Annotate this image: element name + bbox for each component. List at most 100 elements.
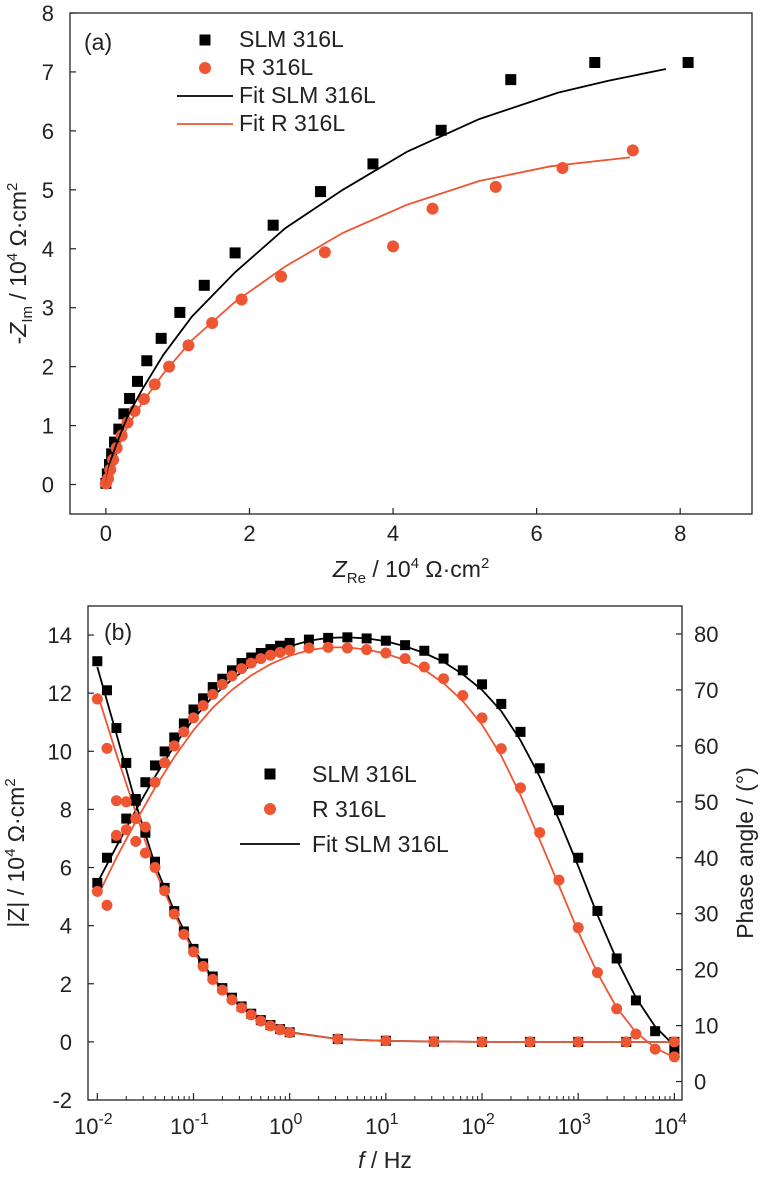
data-point: [650, 1026, 661, 1037]
data-point: [572, 1036, 584, 1048]
panel-label: (a): [84, 29, 112, 55]
data-point: [341, 642, 353, 654]
data-point: [274, 1024, 286, 1036]
data-point: [457, 690, 469, 702]
data-point: [515, 726, 526, 737]
data-point: [524, 1036, 536, 1048]
data-point: [101, 742, 113, 754]
legend-label: SLM 316L: [312, 761, 417, 787]
data-point: [159, 885, 171, 897]
data-point: [572, 922, 584, 934]
data-point: [141, 355, 153, 367]
data-point: [668, 1036, 680, 1048]
data-point: [591, 966, 603, 978]
data-point: [323, 632, 334, 643]
data-point: [649, 1043, 661, 1055]
series-slm-316l-phase: [92, 632, 680, 1056]
data-point: [589, 57, 601, 69]
data-point: [496, 698, 507, 709]
fit-line: [105, 68, 667, 485]
legend: SLM 316L R 316L Fit SLM 316L: [240, 761, 449, 857]
data-point: [515, 782, 527, 794]
data-point: [139, 821, 151, 833]
x-tick-label: 102: [461, 1111, 494, 1139]
legend-label: R 316L: [239, 54, 313, 80]
data-point: [235, 293, 248, 306]
data-point: [178, 726, 190, 738]
data-point: [187, 712, 199, 724]
legend-label: SLM 316L: [239, 26, 344, 52]
y-left-tick-label: -2: [52, 1088, 72, 1113]
data-point: [284, 637, 295, 648]
data-point: [178, 718, 189, 729]
x-tick-label: 0: [100, 521, 112, 546]
data-point: [419, 645, 430, 656]
data-point: [226, 670, 238, 682]
data-point: [91, 693, 103, 705]
data-point: [226, 665, 237, 676]
data-point: [275, 270, 288, 283]
data-point: [274, 646, 286, 658]
data-point: [130, 835, 142, 847]
data-point: [265, 644, 276, 655]
legend-marker: [199, 62, 211, 74]
data-point: [267, 219, 279, 231]
data-point: [284, 644, 296, 656]
data-point: [187, 946, 199, 958]
series-r-316l-modulus: [91, 693, 680, 1048]
x-tick-label: 101: [365, 1111, 398, 1139]
data-point: [236, 658, 247, 669]
x-tick-label: 10-2: [74, 1111, 113, 1139]
x-tick-label: 6: [531, 521, 543, 546]
data-point: [457, 665, 468, 676]
data-point: [534, 763, 545, 774]
data-point: [428, 1036, 440, 1048]
legend-marker: [264, 803, 276, 815]
data-point: [399, 653, 411, 665]
data-point: [150, 760, 161, 771]
data-point: [159, 757, 171, 769]
fit-line: [105, 156, 631, 485]
x-tick-label: 2: [243, 521, 255, 546]
data-point: [118, 408, 130, 420]
data-point: [315, 186, 327, 198]
plot-frame: [69, 12, 753, 515]
data-point: [682, 57, 694, 69]
data-point: [489, 180, 502, 193]
data-point: [198, 279, 210, 291]
data-point: [216, 984, 228, 996]
data-point: [207, 682, 218, 693]
data-point: [178, 928, 190, 940]
data-point: [217, 673, 228, 684]
y-tick-label: 1: [42, 414, 54, 439]
data-point: [101, 852, 112, 863]
data-point: [130, 794, 141, 805]
data-point: [592, 905, 603, 916]
data-point: [361, 633, 372, 644]
series-fit-slm-316l: [105, 68, 667, 485]
x-tick-label: 4: [387, 521, 399, 546]
data-point: [387, 240, 400, 253]
y-left-axis-title: |Z| / 104 Ω·cm2: [2, 778, 29, 927]
y-right-tick-label: 80: [694, 622, 718, 647]
data-point: [332, 1033, 344, 1045]
data-point: [168, 740, 180, 752]
data-point: [246, 652, 257, 663]
data-point: [149, 862, 161, 874]
x-tick-label: 103: [558, 1111, 591, 1139]
data-point: [668, 1051, 680, 1063]
data-point: [380, 647, 392, 659]
series-r-316l-phase: [91, 641, 680, 1063]
data-point: [476, 712, 488, 724]
x-tick-label: 8: [674, 521, 686, 546]
data-point: [174, 306, 186, 318]
data-point: [207, 973, 219, 985]
x-tick-label: 104: [654, 1111, 687, 1139]
y-right-tick-label: 40: [694, 846, 718, 871]
data-point: [400, 640, 411, 651]
legend-label: Fit R 316L: [239, 110, 345, 136]
data-point: [121, 813, 132, 824]
data-point: [495, 743, 507, 755]
data-point: [438, 673, 450, 685]
